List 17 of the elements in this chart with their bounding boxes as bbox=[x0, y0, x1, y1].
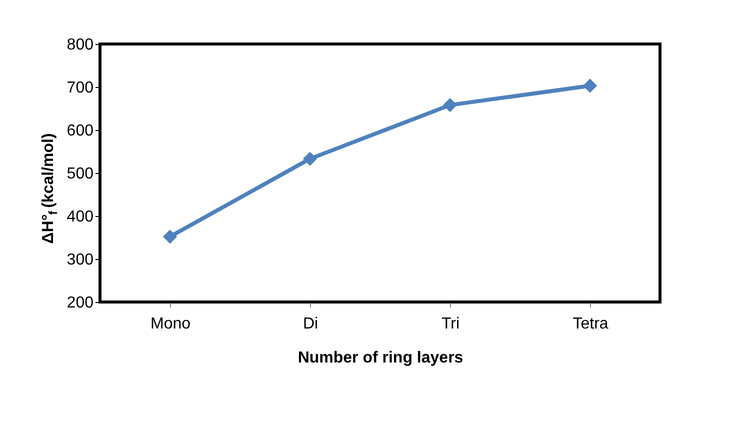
y-axis-title: ΔH°f (kcal/mol) bbox=[40, 133, 60, 244]
x-tick-label: Tetra bbox=[572, 316, 608, 332]
point bbox=[302, 152, 318, 166]
y-tick-label: 700 bbox=[66, 80, 94, 96]
point bbox=[162, 230, 178, 244]
x-axis-title: Number of ring layers bbox=[298, 350, 464, 366]
y-tick-label: 800 bbox=[66, 36, 94, 54]
point bbox=[442, 98, 458, 112]
point bbox=[582, 78, 598, 93]
x-tick-label: Mono bbox=[150, 316, 191, 332]
y-tick-label: 200 bbox=[66, 294, 94, 312]
y-tick-label: 500 bbox=[66, 166, 94, 182]
y-tick-label: 600 bbox=[66, 122, 94, 140]
y-tick-label: 300 bbox=[66, 252, 94, 268]
y-tick-label: 400 bbox=[66, 208, 94, 226]
x-tick-label: Di bbox=[302, 316, 318, 332]
x-tick-label: Tri bbox=[441, 316, 460, 332]
